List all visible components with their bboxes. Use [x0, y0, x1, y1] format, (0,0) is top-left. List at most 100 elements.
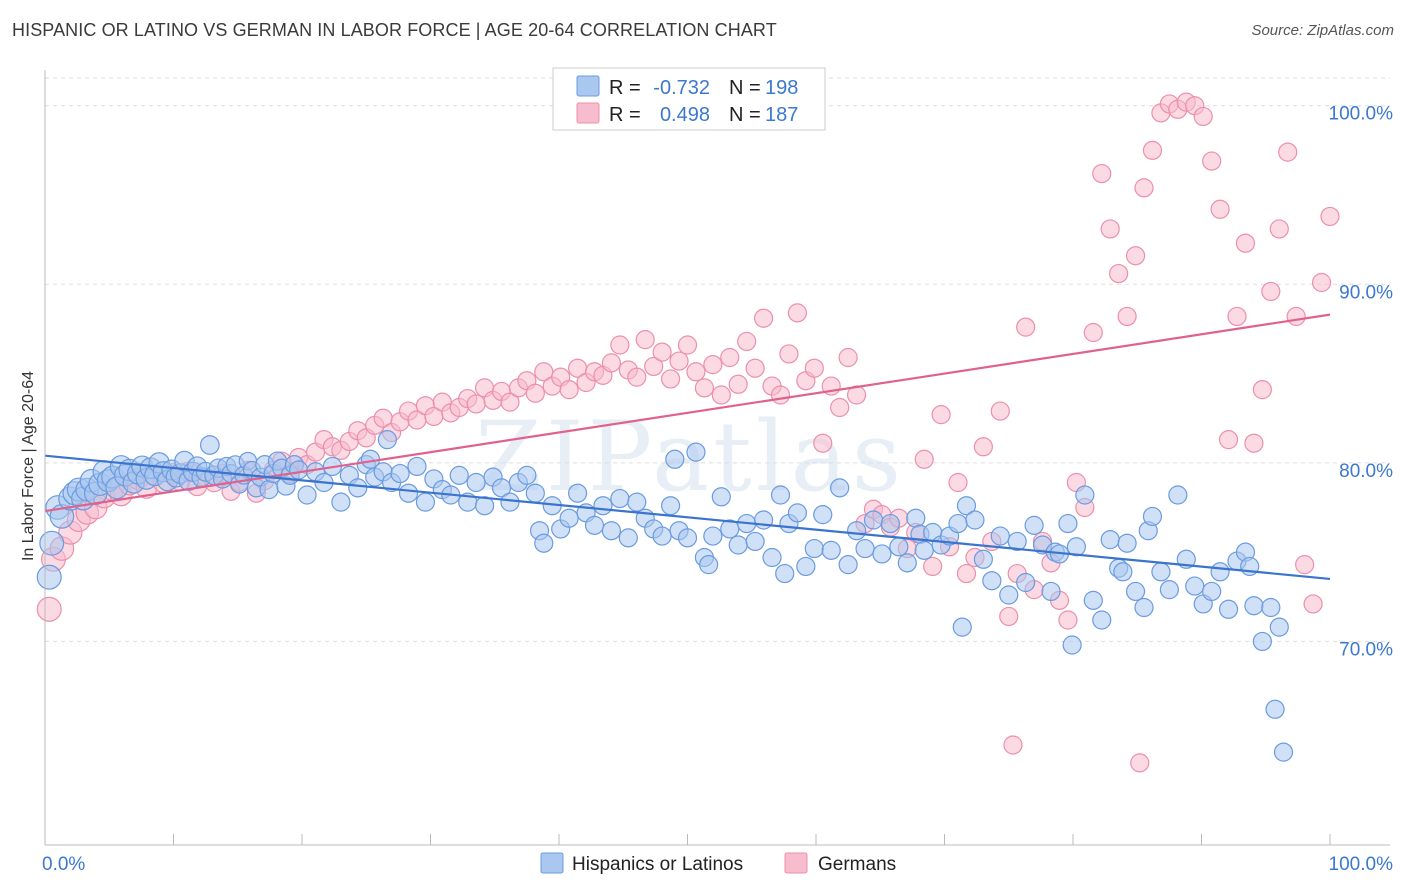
hispanics-point	[699, 555, 719, 575]
hispanics-point	[1210, 562, 1230, 582]
hispanics-point	[1117, 533, 1137, 553]
hispanics-point	[762, 547, 782, 568]
hispanics-point	[610, 488, 630, 509]
hispanics-point	[660, 496, 681, 516]
germans-point	[1100, 219, 1120, 239]
germans-point	[1295, 555, 1315, 575]
trend-line-germans	[44, 313, 1331, 513]
legend-r-value-1: -0.732	[653, 77, 710, 99]
trend-line-hispanics	[44, 454, 1331, 581]
x-tick-labels: 0.0% 100.0%	[42, 854, 1393, 875]
hispanics-point	[593, 496, 613, 516]
germans-point	[1117, 306, 1137, 327]
legend-n-value-2: 187	[765, 104, 798, 126]
hispanics-point	[728, 535, 748, 555]
hispanics-point	[973, 549, 993, 569]
germans-point	[559, 380, 579, 400]
germans-point	[1252, 380, 1272, 400]
hispanics-point	[1016, 572, 1036, 593]
germans-point	[635, 330, 655, 350]
hispanics-point	[517, 465, 537, 485]
hispanics-point	[259, 480, 279, 500]
germans-point	[990, 401, 1010, 421]
x-tick-label-start: 0.0%	[42, 854, 85, 875]
hispanics-point	[377, 430, 397, 450]
hispanics-point	[665, 449, 685, 469]
hispanics-point	[855, 538, 875, 559]
germans-point	[1193, 106, 1213, 127]
hispanics-point	[1269, 617, 1289, 637]
hispanics-point	[331, 492, 351, 512]
hispanics-point	[906, 508, 926, 528]
germans-point	[1218, 430, 1239, 450]
germans-point	[838, 347, 858, 368]
germans-point	[973, 437, 993, 457]
germans-point	[1320, 206, 1340, 227]
hispanics-point	[863, 510, 884, 530]
legend-n-label-1: N =	[729, 77, 761, 99]
germans-point	[1303, 594, 1323, 614]
y-tick-label: 80.0%	[1339, 461, 1393, 482]
hispanics-point	[584, 515, 605, 535]
hispanics-point	[1159, 580, 1179, 600]
hispanics-point	[821, 540, 841, 560]
hispanics-point	[652, 526, 672, 546]
series-legend: Hispanics or Latinos Germans	[540, 852, 896, 875]
germans-point	[1311, 272, 1332, 293]
germans-point	[770, 385, 791, 405]
germans-point	[931, 405, 951, 425]
germans-point	[956, 563, 977, 584]
germans-point	[1058, 610, 1078, 630]
hispanics-point	[199, 435, 220, 455]
hispanics-point	[787, 503, 808, 523]
germans-point	[830, 397, 850, 418]
hispanics-point	[1058, 513, 1078, 534]
hispanics-point	[289, 460, 309, 480]
germans-point	[627, 367, 647, 387]
germans-point	[466, 394, 486, 414]
legend-n-label-2: N =	[729, 104, 761, 126]
germans-point	[711, 385, 731, 405]
germans-point	[737, 331, 757, 352]
hispanics-point	[1007, 531, 1027, 552]
hispanics-point	[1244, 596, 1264, 616]
germans-point	[787, 303, 808, 323]
germans-point	[804, 358, 824, 378]
correlation-legend: R = -0.732 N = 198 R = 0.498 N = 187	[552, 67, 826, 131]
germans-point	[753, 308, 774, 328]
hispanics-point	[1261, 597, 1281, 618]
germans-point	[1016, 317, 1036, 337]
germans-point	[1125, 246, 1146, 266]
hispanics-point	[880, 513, 900, 534]
hispanics-point	[1202, 581, 1222, 602]
germans-point	[1235, 233, 1256, 253]
hispanics-point	[965, 510, 985, 530]
hispanics-point	[796, 556, 816, 577]
hispanics-point	[500, 492, 520, 512]
hispanics-point	[703, 526, 723, 546]
germans-point	[525, 383, 545, 403]
bottom-legend-swatch-hispanics	[540, 852, 564, 874]
germans-point	[948, 472, 968, 493]
hispanics-point	[775, 563, 795, 584]
germans-point	[36, 596, 62, 622]
hispanics-point	[1066, 537, 1086, 557]
hispanics-point	[1252, 631, 1272, 652]
legend-r-value-2: 0.498	[660, 104, 710, 126]
y-axis-label: In Labor Force | Age 20-64	[20, 371, 37, 561]
germans-point	[1210, 199, 1230, 219]
hispanics-point	[1092, 610, 1112, 630]
germans-point	[1130, 753, 1150, 773]
hispanics-point	[948, 513, 968, 534]
series-germans-points	[36, 92, 1340, 773]
hispanics-point	[1062, 635, 1082, 655]
axes	[44, 70, 1390, 846]
germans-point	[813, 433, 833, 453]
hispanics-point	[1218, 599, 1239, 619]
hispanics-point	[711, 487, 731, 507]
hispanics-point	[1083, 590, 1103, 610]
hispanics-point	[999, 585, 1019, 605]
hispanics-point	[745, 531, 765, 552]
hispanics-point	[525, 483, 545, 503]
germans-point	[1109, 263, 1129, 284]
